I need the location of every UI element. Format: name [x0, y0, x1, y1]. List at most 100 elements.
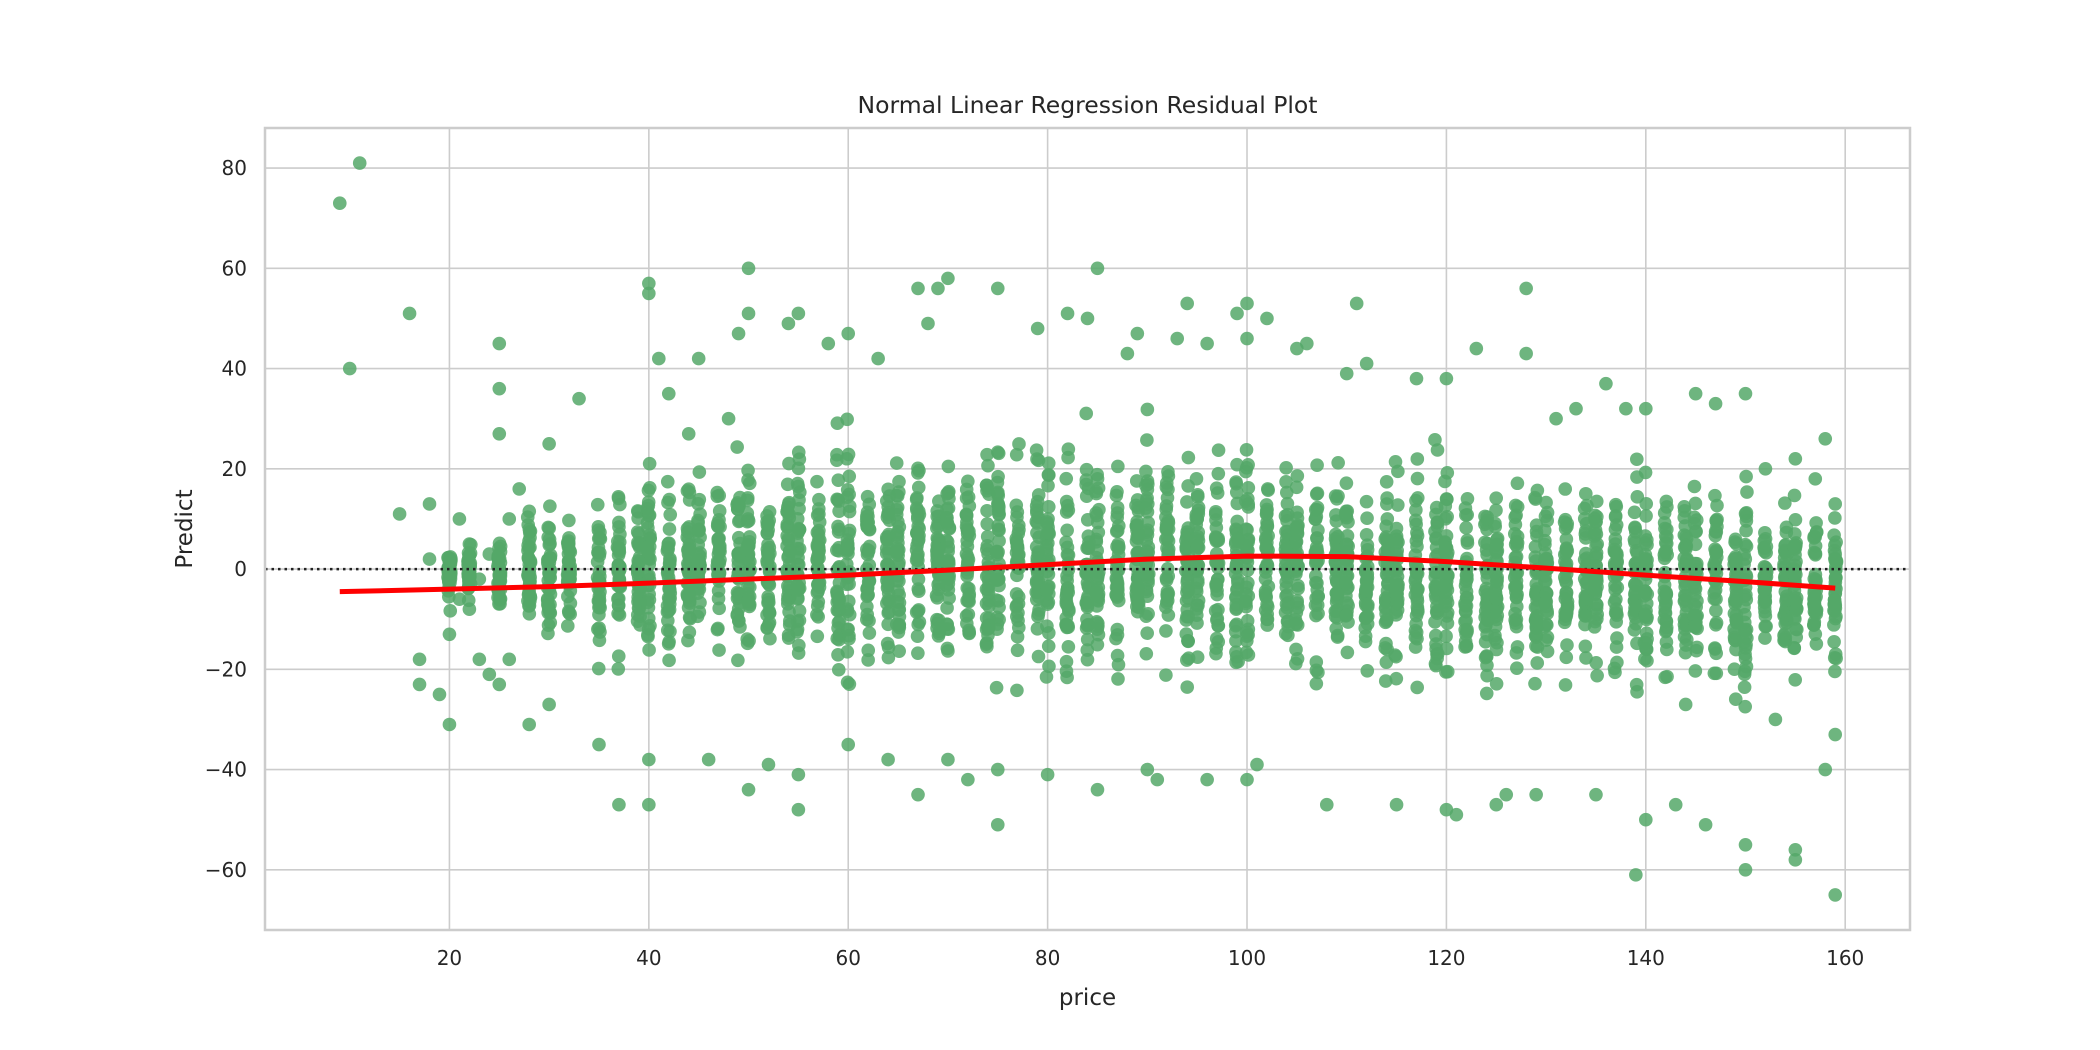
- data-point: [891, 536, 905, 550]
- data-point: [691, 513, 705, 528]
- data-point: [1739, 638, 1753, 652]
- data-point: [590, 497, 605, 512]
- data-point: [1607, 542, 1622, 557]
- data-point: [1080, 311, 1095, 326]
- data-point: [1439, 629, 1453, 644]
- data-point: [591, 661, 606, 676]
- data-point: [790, 614, 805, 629]
- data-point: [1179, 540, 1193, 555]
- data-point: [1041, 626, 1056, 640]
- data-point: [1290, 469, 1305, 483]
- data-point: [1181, 634, 1195, 649]
- data-point: [1161, 465, 1175, 479]
- data-point: [840, 675, 855, 690]
- data-point: [1339, 537, 1354, 552]
- data-point: [1479, 649, 1494, 663]
- data-point: [791, 802, 806, 817]
- data-point: [1060, 540, 1075, 555]
- data-point: [1190, 540, 1205, 554]
- data-point: [1330, 628, 1345, 643]
- data-point: [542, 436, 556, 451]
- data-point: [1389, 649, 1403, 664]
- data-point: [1540, 606, 1555, 621]
- data-point: [1639, 401, 1653, 416]
- data-point: [520, 510, 535, 524]
- data-point: [1708, 396, 1723, 411]
- data-point: [522, 522, 537, 537]
- data-point: [712, 544, 726, 558]
- data-point: [1630, 452, 1644, 467]
- data-point: [940, 622, 954, 636]
- data-point: [1787, 568, 1802, 582]
- data-point: [989, 680, 1004, 695]
- data-point: [1410, 471, 1425, 486]
- data-point: [811, 576, 826, 590]
- data-point: [1210, 587, 1224, 602]
- data-point: [1728, 692, 1743, 706]
- data-point: [1489, 677, 1504, 691]
- data-point: [961, 474, 975, 489]
- data-point: [1657, 515, 1672, 530]
- data-point: [1488, 619, 1503, 634]
- data-point: [792, 603, 807, 618]
- data-point: [1290, 596, 1304, 610]
- data-point: [891, 625, 906, 639]
- data-point: [1011, 606, 1025, 620]
- data-point: [1279, 474, 1293, 489]
- data-point: [740, 542, 754, 557]
- data-point: [512, 482, 527, 496]
- data-point: [1737, 680, 1752, 695]
- data-point: [701, 752, 716, 767]
- data-point: [1240, 331, 1254, 346]
- data-point: [1090, 467, 1104, 482]
- data-point: [1180, 653, 1194, 667]
- data-point: [1690, 594, 1704, 608]
- data-point: [642, 752, 656, 767]
- data-point: [1080, 652, 1095, 667]
- data-point: [1039, 670, 1054, 684]
- data-point: [730, 608, 745, 623]
- data-point: [1010, 683, 1024, 698]
- data-point: [641, 629, 655, 644]
- x-tick-label: 40: [636, 946, 661, 970]
- data-point: [1557, 615, 1572, 630]
- data-point: [1787, 488, 1802, 503]
- data-point: [1209, 520, 1224, 535]
- data-point: [1389, 797, 1404, 812]
- data-point: [1709, 646, 1724, 661]
- data-point: [1041, 456, 1056, 471]
- data-point: [1339, 608, 1354, 622]
- data-point: [962, 625, 977, 640]
- data-point: [1607, 661, 1622, 676]
- data-point: [1180, 495, 1194, 509]
- data-point: [1668, 797, 1683, 812]
- data-point: [990, 281, 1005, 296]
- data-point: [1189, 472, 1204, 486]
- data-point: [1309, 591, 1323, 605]
- data-point: [1519, 281, 1533, 296]
- data-point: [332, 196, 347, 210]
- data-point: [1510, 640, 1525, 654]
- data-point: [929, 588, 944, 603]
- data-point: [881, 640, 896, 655]
- data-point: [1180, 680, 1195, 694]
- data-point: [860, 520, 875, 534]
- data-point: [1410, 680, 1424, 695]
- data-point: [1140, 626, 1154, 640]
- data-point: [991, 545, 1005, 559]
- data-point: [660, 605, 675, 619]
- data-point: [1678, 697, 1693, 712]
- data-point: [1589, 549, 1604, 564]
- data-point: [1190, 650, 1205, 665]
- data-point: [1331, 489, 1345, 503]
- data-point: [810, 552, 824, 567]
- data-point: [1061, 450, 1075, 465]
- data-point: [910, 629, 925, 643]
- data-point: [1208, 507, 1223, 521]
- data-point: [1308, 569, 1323, 583]
- data-point: [1060, 598, 1075, 613]
- data-point: [1758, 595, 1773, 609]
- data-point: [780, 477, 795, 492]
- y-tick-label: 80: [222, 156, 247, 180]
- data-point: [840, 542, 855, 557]
